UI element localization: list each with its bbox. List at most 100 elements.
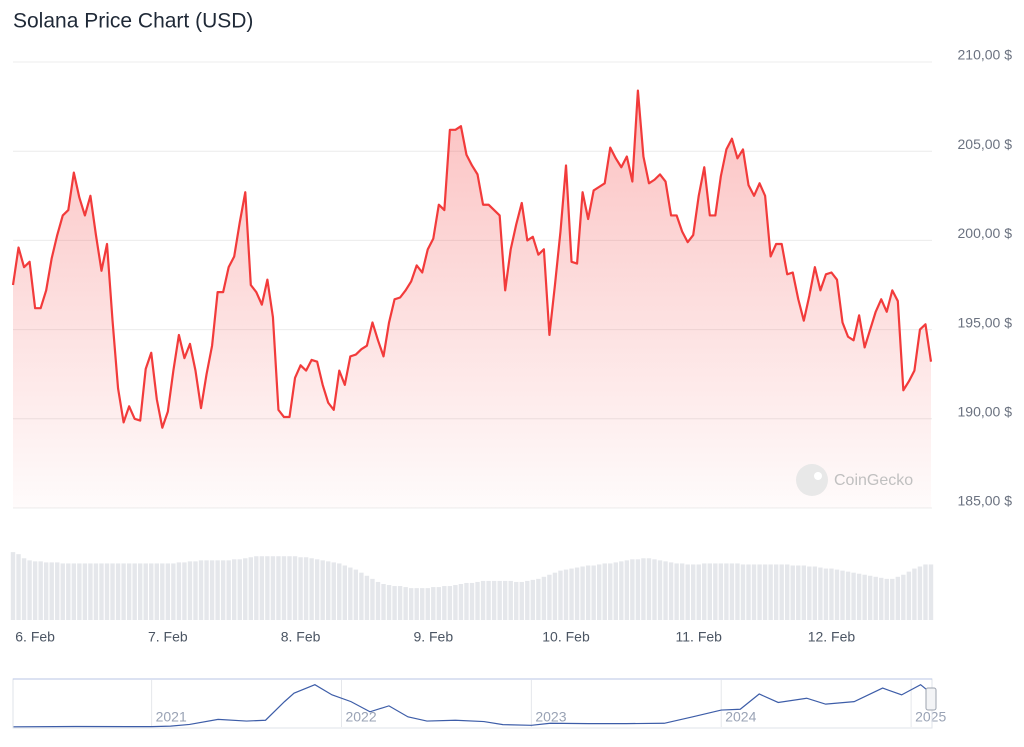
navigator-tick-label: 2023	[535, 709, 566, 725]
watermark: CoinGecko	[834, 472, 913, 489]
volume-bar	[740, 564, 746, 620]
volume-bar	[182, 562, 187, 620]
volume-bar	[104, 563, 110, 620]
volume-bar	[303, 557, 309, 620]
volume-bar	[497, 580, 502, 620]
volume-bar	[884, 578, 889, 620]
volume-bar	[309, 558, 314, 620]
volume-bar	[469, 582, 475, 620]
volume-bar	[66, 563, 71, 620]
volume-bar	[121, 563, 126, 620]
volume-bar	[447, 586, 453, 620]
volume-bar	[82, 563, 88, 620]
volume-bar	[718, 563, 724, 620]
volume-bar	[514, 581, 519, 620]
volume-bar	[215, 560, 220, 620]
volume-bar	[608, 563, 613, 620]
volume-bar	[602, 563, 607, 620]
volume-bar	[397, 586, 403, 620]
volume-bar	[364, 575, 370, 620]
volume-bar	[403, 587, 408, 620]
volume-bar	[143, 563, 148, 620]
volume-bar	[851, 572, 856, 620]
volume-bar	[691, 564, 696, 620]
volume-bar	[563, 569, 569, 620]
volume-bar	[331, 562, 336, 620]
volume-bar	[668, 562, 674, 620]
volume-bar	[392, 586, 397, 620]
volume-bar	[619, 561, 624, 620]
price-line	[11, 89, 933, 429]
volume-bar	[420, 588, 425, 620]
volume-bar	[812, 566, 818, 620]
navigator-handle[interactable]	[925, 687, 937, 711]
volume-bar	[431, 587, 436, 620]
volume-bar	[823, 568, 829, 620]
volume-bar	[906, 571, 912, 620]
volume-bar	[193, 561, 198, 620]
volume-bar	[314, 559, 320, 620]
volume-bar	[414, 588, 419, 620]
volume-bar	[541, 576, 547, 620]
volume-bar	[248, 557, 253, 620]
volume-bar	[359, 572, 364, 620]
volume-bar	[834, 569, 840, 620]
volume-bar	[856, 573, 862, 620]
y-tick-label: 205,00 $	[958, 136, 1013, 152]
volume-bar	[270, 556, 276, 620]
volume-bar	[442, 586, 447, 620]
volume-bar	[137, 563, 143, 620]
volume-bar	[679, 563, 685, 620]
volume-bar	[519, 581, 524, 620]
volume-bar	[348, 567, 353, 620]
area-fill	[13, 90, 931, 508]
volume-bar	[265, 556, 270, 620]
volume-bar	[220, 560, 226, 620]
volume-bar	[735, 563, 740, 620]
volume-bar	[337, 563, 342, 620]
volume-bar	[243, 558, 248, 620]
volume-bar	[530, 579, 536, 620]
volume-bar	[115, 563, 121, 620]
volume-bar	[912, 568, 917, 620]
volume-bar	[724, 563, 729, 620]
volume-bar	[176, 562, 182, 620]
volume-bar	[77, 563, 82, 620]
volume-bar	[480, 580, 486, 620]
volume-bar	[879, 577, 884, 620]
chart-title: Solana Price Chart (USD)	[13, 10, 253, 33]
volume-bar	[790, 565, 795, 620]
volume-bar	[779, 564, 784, 620]
volume-bar	[259, 556, 265, 620]
volume-bar	[320, 560, 325, 620]
watermark-icon	[796, 464, 828, 496]
volume-bar	[436, 587, 442, 620]
volume-bar	[425, 588, 430, 620]
volume-bar	[630, 559, 635, 620]
volume-bar	[375, 581, 381, 620]
plot: 185,00 $ 190,00 $ 195,00 $ 200,00 $ 205,00 $…	[10, 47, 1013, 728]
volume-bar	[171, 563, 176, 620]
volume-bar	[27, 560, 32, 620]
volume-bar	[55, 562, 60, 620]
volume-bar	[840, 570, 845, 620]
volume-bar	[585, 565, 591, 620]
volume-bar	[574, 567, 580, 620]
volume-bar	[635, 559, 641, 620]
volume-bar	[386, 585, 392, 620]
volume-bar	[126, 563, 132, 620]
x-tick-label: 9. Feb	[413, 629, 453, 645]
volume-bar	[657, 560, 663, 620]
volume-bar	[292, 556, 298, 620]
volume-bar	[613, 562, 618, 620]
volume-bar	[558, 570, 563, 620]
volume-bar	[458, 584, 464, 620]
volume-bar	[10, 552, 16, 620]
volume-bar	[696, 564, 701, 620]
volume-bar	[475, 581, 480, 620]
volume-bar	[298, 557, 303, 620]
volume-bar	[93, 563, 99, 620]
volume-bar	[641, 558, 646, 620]
volume-bar	[757, 564, 762, 620]
